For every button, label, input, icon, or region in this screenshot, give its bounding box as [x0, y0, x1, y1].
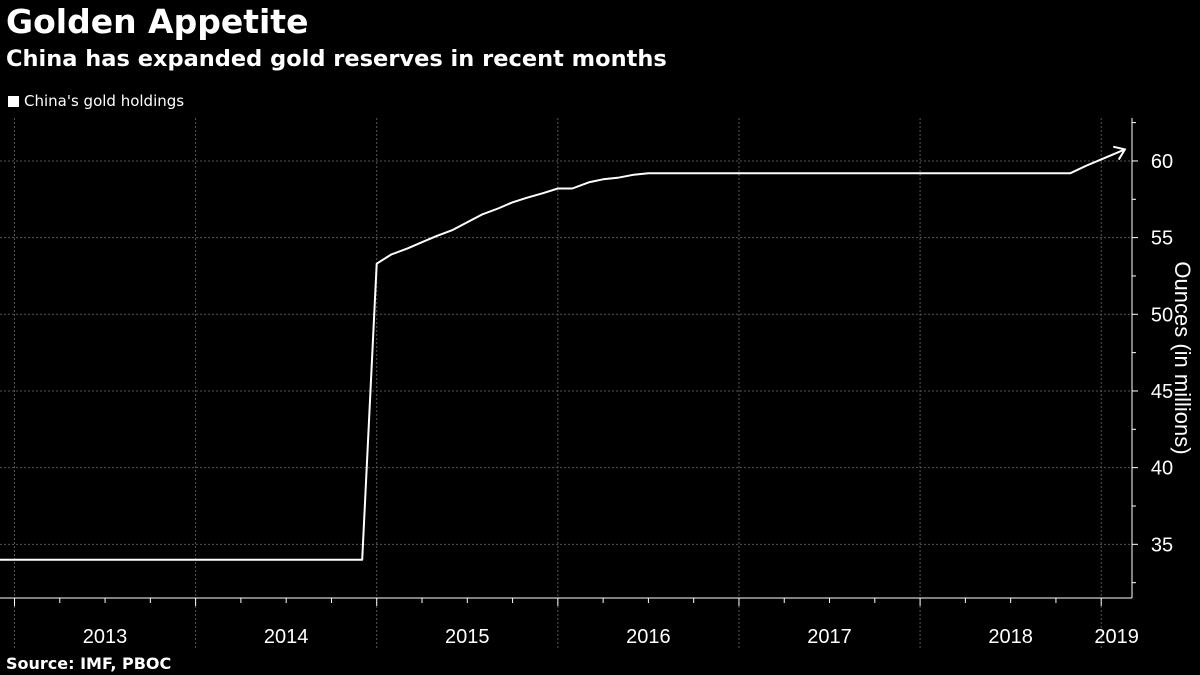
y-tick-label-35: 35 — [1151, 534, 1173, 556]
y-tick-label-45: 45 — [1151, 381, 1173, 403]
y-tick-label-40: 40 — [1151, 458, 1173, 480]
chart-subtitle: China has expanded gold reserves in rece… — [6, 46, 667, 72]
legend-label: China's gold holdings — [24, 92, 185, 110]
x-tick-label-2013: 2013 — [83, 626, 128, 648]
y-tick-label-60: 60 — [1151, 151, 1173, 173]
x-tick-label-2015: 2015 — [445, 626, 490, 648]
y-tick-label-55: 55 — [1151, 228, 1173, 250]
series-line — [0, 152, 1117, 561]
legend: China's gold holdings — [8, 92, 184, 110]
x-tick-label-2016: 2016 — [626, 626, 671, 648]
y-axis-title: Ounces (in millions) — [1170, 261, 1195, 454]
x-tick-label-2017: 2017 — [807, 626, 852, 648]
chart-title: Golden Appetite — [6, 2, 309, 41]
x-tick-label-2019: 2019 — [1094, 626, 1139, 648]
x-tick-label-2018: 2018 — [988, 626, 1033, 648]
legend-swatch — [8, 95, 19, 107]
source-note: Source: IMF, PBOC — [6, 654, 172, 673]
y-tick-label-50: 50 — [1151, 304, 1173, 326]
series-arrow-head — [1112, 145, 1127, 161]
x-tick-label-2014: 2014 — [264, 626, 309, 648]
